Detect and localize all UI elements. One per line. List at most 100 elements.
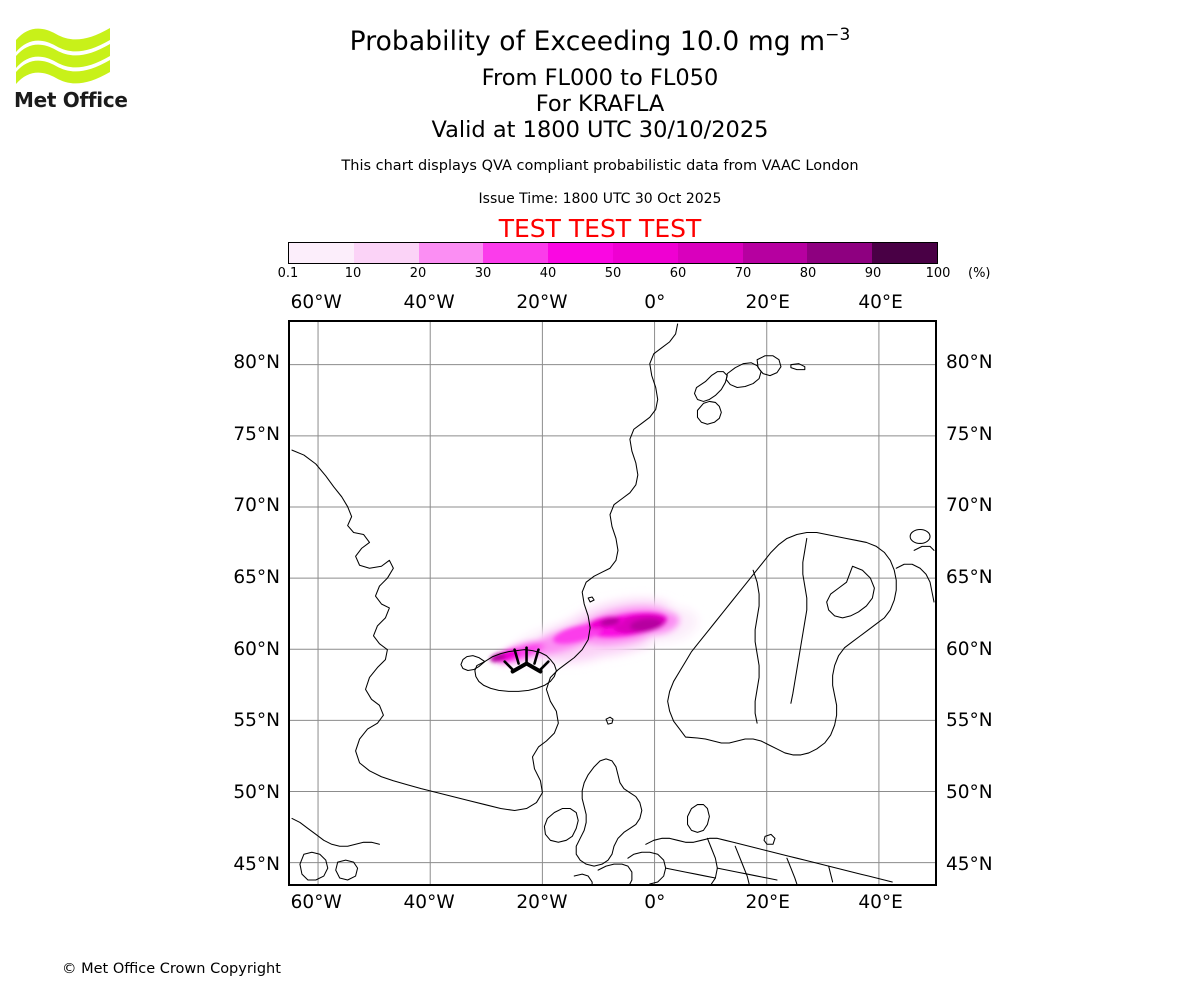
test-banner: TEST TEST TEST <box>498 214 702 243</box>
colorbar-tick-100: 100 <box>925 266 951 281</box>
denmark-coastline <box>687 804 710 833</box>
colorbar-band-40-50 <box>548 243 613 263</box>
sweden-finland-border <box>790 537 808 704</box>
jan-mayen-island <box>587 596 595 603</box>
brittany-coastline <box>573 873 593 884</box>
lon-label-top-60°W: 60°W <box>290 292 342 313</box>
lat-label-left-65°N: 65°N <box>233 566 280 588</box>
europe-border-2 <box>716 867 778 881</box>
germany-border-west <box>706 837 718 884</box>
lon-label-bottom-0°: 0° <box>644 892 666 913</box>
labrador-coastline <box>291 817 380 847</box>
svalbard-west <box>693 371 728 402</box>
lat-label-right-55°N: 55°N <box>946 710 993 732</box>
colorbar-band-60-70 <box>677 243 743 263</box>
chart-title-exponent: −3 <box>825 25 851 46</box>
baltic-state-border <box>786 857 798 884</box>
svalbard-south <box>696 400 722 425</box>
colorbar-band-70-80 <box>742 243 808 263</box>
valid-time-subtitle: Valid at 1800 UTC 30/10/2025 <box>431 117 769 143</box>
colorbar-swatches <box>288 242 938 264</box>
chart-title: Probability of Exceeding 10.0 mg m−3 <box>0 25 1200 59</box>
kolguyev-island <box>909 529 931 544</box>
norway-sweden-border <box>752 569 760 724</box>
lon-label-top-20°W: 20°W <box>516 292 568 313</box>
lat-label-right-70°N: 70°N <box>946 495 993 517</box>
lat-label-right-75°N: 75°N <box>946 423 993 445</box>
lon-label-top-0°: 0° <box>644 292 666 313</box>
svalbard-northeast <box>756 355 782 377</box>
colorbar-tick-90: 90 <box>864 266 882 281</box>
map-plot-area[interactable] <box>288 320 937 886</box>
met-office-logo: Met Office <box>14 22 128 114</box>
europe-border-3 <box>828 865 834 883</box>
colorbar-band-20-30 <box>418 243 484 263</box>
lat-label-right-60°N: 60°N <box>946 638 993 660</box>
great-britain-coastline <box>575 758 643 867</box>
colorbar-tick-50: 50 <box>604 266 622 281</box>
lat-label-left-55°N: 55°N <box>233 710 280 732</box>
lat-label-left-70°N: 70°N <box>233 495 280 517</box>
colorbar-units-label: (%) <box>968 266 991 281</box>
ash-probability-plume <box>490 599 699 665</box>
iceland-coastline <box>474 649 557 692</box>
poland-border-west <box>734 845 750 884</box>
colorbar-tick-20: 20 <box>409 266 427 281</box>
lon-label-top-40°E: 40°E <box>858 292 903 313</box>
nova-scotia-coastline <box>335 859 359 881</box>
colorbar-band-30-40 <box>483 243 549 263</box>
colorbar-tick-80: 80 <box>799 266 817 281</box>
colorbar-tick-10: 10 <box>344 266 362 281</box>
lon-label-bottom-20°E: 20°E <box>745 892 790 913</box>
lat-label-left-45°N: 45°N <box>233 853 280 875</box>
colorbar-tick-40: 40 <box>539 266 557 281</box>
colorbar-tick-labels: 0.1 10 20 30 40 50 60 70 80 90 100 <box>278 266 951 284</box>
white-sea-coastline <box>826 565 875 619</box>
volcano-marker-krafla[interactable] <box>503 646 550 674</box>
greenland-coastline <box>291 323 679 812</box>
lon-label-bottom-40°E: 40°E <box>858 892 903 913</box>
lat-label-left-80°N: 80°N <box>233 351 280 373</box>
issue-time-label: Issue Time: 1800 UTC 30 Oct 2025 <box>478 191 722 207</box>
russia-arctic-coast <box>913 545 935 551</box>
colorbar-tick-60: 60 <box>669 266 687 281</box>
svalbard-small-island <box>790 363 806 371</box>
europe-border-1 <box>665 867 716 879</box>
lon-label-top-40°W: 40°W <box>403 292 455 313</box>
lon-label-bottom-40°W: 40°W <box>403 892 455 913</box>
chart-title-text: Probability of Exceeding 10.0 mg m <box>349 26 826 57</box>
colorbar-tick-70: 70 <box>734 266 752 281</box>
lon-label-bottom-60°W: 60°W <box>290 892 342 913</box>
newfoundland-coastline <box>299 851 329 881</box>
volcano-subtitle: For KRAFLA <box>535 91 665 117</box>
lat-label-left-50°N: 50°N <box>233 781 280 803</box>
svalbard-spitsbergen <box>725 362 762 389</box>
lat-label-left-60°N: 60°N <box>233 638 280 660</box>
netherlands-belgium-coastline <box>627 851 667 884</box>
lon-label-bottom-20°W: 20°W <box>516 892 568 913</box>
flight-level-subtitle: From FL000 to FL050 <box>481 65 719 91</box>
met-office-wave-icon <box>16 28 110 84</box>
lat-label-right-45°N: 45°N <box>946 853 993 875</box>
colorbar-band-50-60 <box>612 243 678 263</box>
colorbar-tick-30: 30 <box>474 266 492 281</box>
map-coastlines <box>291 323 935 884</box>
baltic-south-coastline <box>645 837 893 883</box>
russia-north-coast <box>895 563 935 603</box>
lat-label-right-65°N: 65°N <box>946 566 993 588</box>
faroe-islands <box>605 716 614 725</box>
lat-label-right-80°N: 80°N <box>946 351 993 373</box>
lat-label-right-50°N: 50°N <box>946 781 993 803</box>
lat-label-left-75°N: 75°N <box>233 423 280 445</box>
ireland-coastline <box>543 808 579 843</box>
france-north-coastline <box>597 863 633 884</box>
iceland-west-fjords <box>460 655 486 672</box>
data-source-note: This chart displays QVA compliant probab… <box>341 158 859 174</box>
colorbar-band-10-20 <box>353 243 419 263</box>
colorbar-tick-0.1: 0.1 <box>277 266 299 281</box>
scandinavia-coastline <box>667 531 897 756</box>
colorbar-band-0.1-10 <box>289 243 354 263</box>
colorbar-band-90-100 <box>872 243 937 263</box>
lon-label-top-20°E: 20°E <box>745 292 790 313</box>
map-svg <box>290 322 935 884</box>
